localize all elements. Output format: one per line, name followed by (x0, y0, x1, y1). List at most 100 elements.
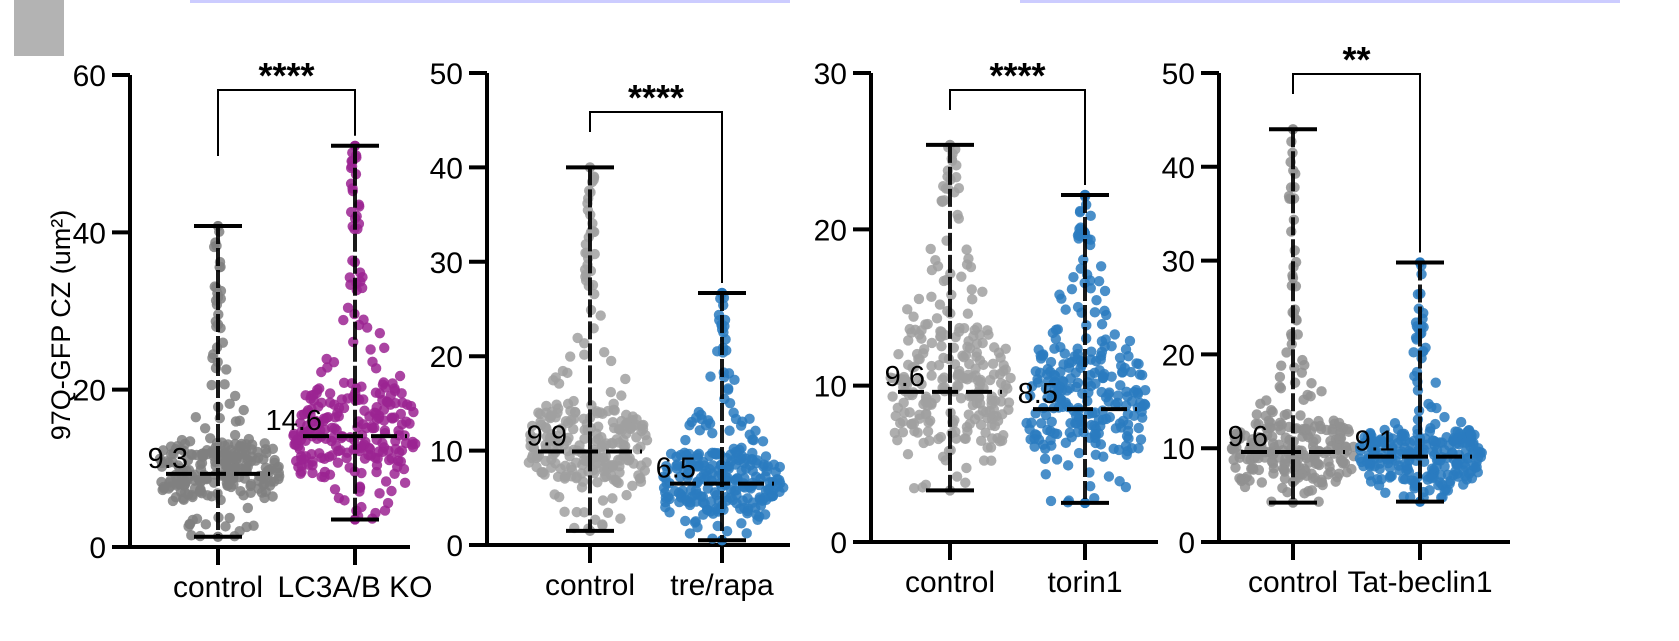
data-point (1072, 377, 1084, 389)
data-point (363, 449, 374, 461)
y-tick-label: 30 (430, 247, 463, 280)
data-point (996, 435, 1008, 446)
data-point (1277, 482, 1288, 494)
data-point (913, 374, 924, 385)
significance-label: **** (989, 55, 1045, 96)
data-point (950, 433, 962, 444)
data-point (358, 314, 369, 325)
data-point (1095, 439, 1107, 450)
panel-tat-beclin1: 0 10 20 30 40 50 9.6 control 9.1 Tat-beclin1 ** (1162, 39, 1510, 599)
data-point (1053, 395, 1065, 406)
data-point (386, 485, 397, 497)
data-point (294, 444, 306, 455)
data-point (1383, 431, 1394, 443)
data-point (354, 481, 366, 492)
data-point (1261, 395, 1272, 406)
data-point (997, 409, 1008, 420)
significance-bracket (1292, 73, 1421, 253)
data-point (899, 407, 910, 418)
top-crop-band-2 (1020, 0, 1620, 3)
data-point (1334, 433, 1346, 444)
category-label: control (1248, 566, 1338, 599)
data-point (1090, 378, 1101, 389)
data-point (1256, 477, 1268, 488)
y-tick-label: 40 (1162, 152, 1195, 185)
data-point (1024, 390, 1036, 401)
data-point (962, 308, 974, 319)
data-point (410, 438, 421, 450)
data-point (168, 448, 179, 459)
data-point (1282, 439, 1294, 451)
data-point (1137, 412, 1148, 423)
data-point (190, 412, 202, 423)
data-point (989, 420, 1001, 432)
data-point (739, 502, 750, 514)
significance-bracket (949, 89, 1086, 185)
data-point (1112, 390, 1124, 401)
data-point (908, 311, 919, 322)
data-point (705, 371, 716, 382)
data-point (694, 425, 706, 436)
data-point (1090, 429, 1102, 441)
data-point (338, 314, 349, 326)
data-point (902, 359, 914, 371)
data-point (595, 310, 606, 321)
data-point (221, 364, 232, 375)
data-point (1454, 428, 1466, 440)
data-point (525, 440, 536, 452)
data-point (1420, 342, 1431, 353)
data-point (1133, 358, 1144, 370)
data-point (671, 460, 682, 472)
data-point (1051, 454, 1063, 465)
data-point (1049, 343, 1060, 354)
data-point (1133, 443, 1144, 454)
data-point (338, 377, 350, 389)
data-point (181, 475, 192, 487)
data-point (933, 359, 945, 371)
data-point (246, 451, 257, 463)
data-point (267, 491, 278, 502)
data-point (1124, 335, 1136, 347)
data-point (1460, 437, 1472, 448)
data-point (1096, 319, 1108, 330)
y-tick-label: 30 (814, 58, 847, 91)
data-point (953, 381, 964, 392)
data-point (1427, 435, 1438, 446)
data-point (1359, 432, 1370, 443)
data-point (1047, 327, 1059, 339)
data-point (760, 451, 772, 462)
data-point (1299, 488, 1310, 499)
data-point (563, 432, 574, 444)
data-point (926, 370, 937, 381)
data-point (1365, 476, 1377, 487)
data-point (555, 463, 566, 474)
data-point (541, 407, 552, 418)
data-point (1472, 453, 1484, 464)
data-point (744, 413, 755, 425)
data-point (1040, 409, 1052, 421)
data-point (1425, 422, 1436, 434)
data-point (1250, 418, 1261, 430)
data-point (359, 405, 370, 416)
data-point (191, 513, 203, 524)
data-point (926, 291, 937, 303)
data-point (1295, 410, 1306, 421)
median-value-label: 9.1 (1355, 426, 1395, 458)
data-point (201, 473, 213, 485)
data-point (238, 404, 249, 416)
data-point (307, 467, 318, 479)
data-point (382, 497, 394, 509)
median-value-label: 6.5 (656, 453, 696, 485)
significance-label: **** (628, 77, 684, 118)
data-point (1039, 453, 1051, 465)
data-point (1341, 467, 1353, 478)
significance-bracket (217, 89, 356, 157)
data-point (389, 385, 401, 397)
data-point (1228, 444, 1240, 456)
data-point (968, 330, 979, 342)
data-point (1032, 374, 1043, 385)
y-tick-label: 0 (830, 527, 847, 560)
data-point (1095, 261, 1107, 272)
data-point (698, 468, 710, 480)
data-point (721, 526, 733, 537)
